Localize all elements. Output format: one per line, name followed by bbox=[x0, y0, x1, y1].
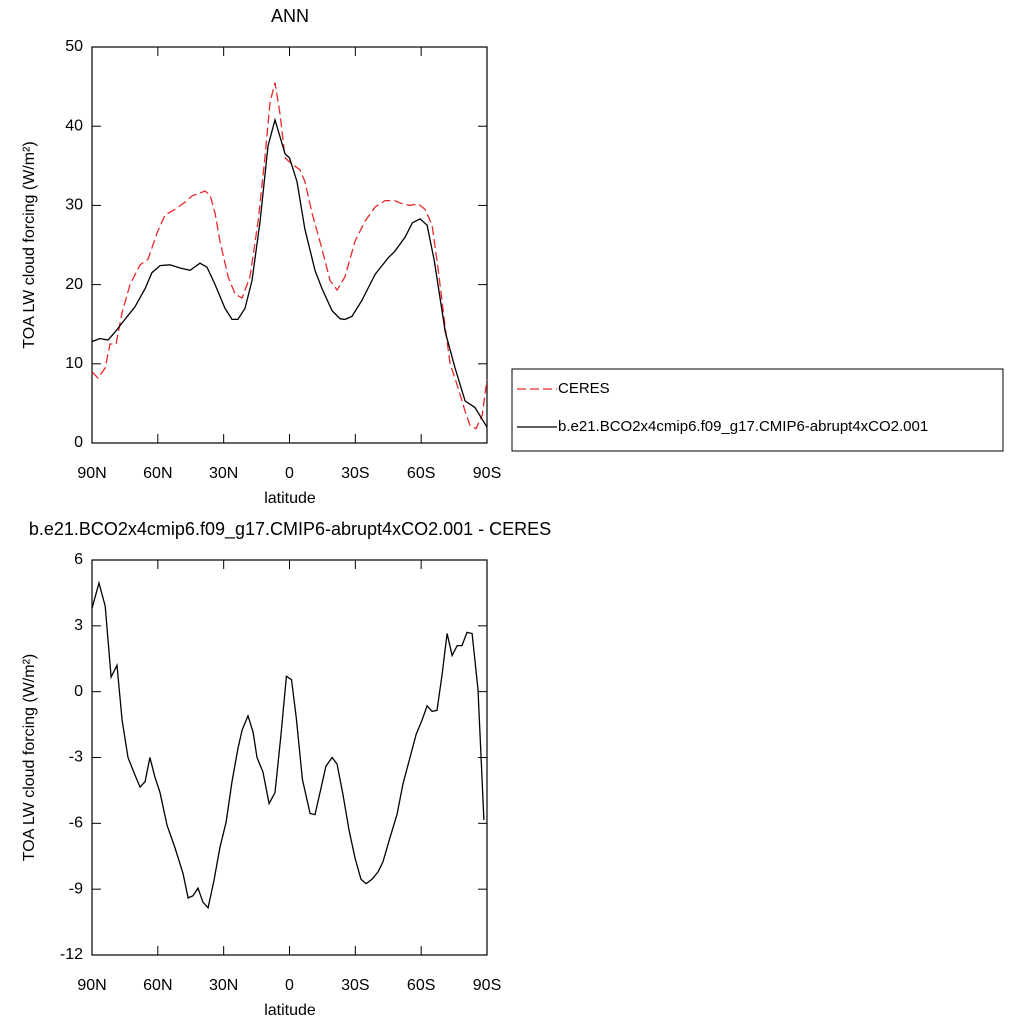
y-tick-label: 40 bbox=[65, 117, 83, 134]
x-tick-label: 30N bbox=[209, 465, 238, 482]
chart-title: ANN bbox=[271, 6, 309, 26]
chart-title: b.e21.BCO2x4cmip6.f09_g17.CMIP6-abrupt4x… bbox=[29, 519, 551, 540]
legend-label: b.e21.BCO2x4cmip6.f09_g17.CMIP6-abrupt4x… bbox=[558, 418, 928, 435]
y-axis-label: TOA LW cloud forcing (W/m²) bbox=[21, 654, 38, 861]
y-tick-label: 10 bbox=[65, 355, 83, 372]
x-tick-label: 60N bbox=[143, 465, 172, 482]
y-tick-label: 50 bbox=[65, 38, 83, 55]
y-tick-label: 0 bbox=[74, 683, 83, 700]
x-tick-label: 60S bbox=[407, 465, 435, 482]
x-tick-label: 90S bbox=[473, 465, 501, 482]
x-axis-label: latitude bbox=[264, 1002, 316, 1019]
x-tick-label: 30S bbox=[341, 465, 369, 482]
data-line bbox=[91, 117, 488, 428]
y-tick-label: -6 bbox=[69, 815, 83, 832]
y-tick-label: -9 bbox=[69, 880, 83, 897]
x-tick-label: 90S bbox=[473, 977, 501, 994]
y-tick-label: 0 bbox=[74, 434, 83, 451]
y-tick-label: 30 bbox=[65, 197, 83, 214]
x-tick-label: 60S bbox=[407, 977, 435, 994]
plot-frame bbox=[91, 559, 488, 956]
y-tick-label: -12 bbox=[60, 946, 83, 963]
data-line bbox=[91, 82, 488, 430]
y-tick-label: 6 bbox=[74, 551, 83, 568]
x-axis-label: latitude bbox=[264, 490, 316, 507]
x-tick-label: 90N bbox=[77, 977, 106, 994]
y-tick-label: 20 bbox=[65, 276, 83, 293]
y-tick-label: -3 bbox=[69, 749, 83, 766]
legend-label: CERES bbox=[558, 380, 610, 397]
y-tick-label: 3 bbox=[74, 617, 83, 634]
data-line bbox=[91, 580, 485, 910]
y-axis-label: TOA LW cloud forcing (W/m²) bbox=[21, 141, 38, 348]
legend-box bbox=[511, 368, 1004, 452]
plot-frame bbox=[91, 46, 488, 444]
x-tick-label: 30N bbox=[209, 977, 238, 994]
x-tick-label: 60N bbox=[143, 977, 172, 994]
x-tick-label: 90N bbox=[77, 465, 106, 482]
x-tick-label: 0 bbox=[285, 977, 294, 994]
x-tick-label: 30S bbox=[341, 977, 369, 994]
x-tick-label: 0 bbox=[285, 465, 294, 482]
